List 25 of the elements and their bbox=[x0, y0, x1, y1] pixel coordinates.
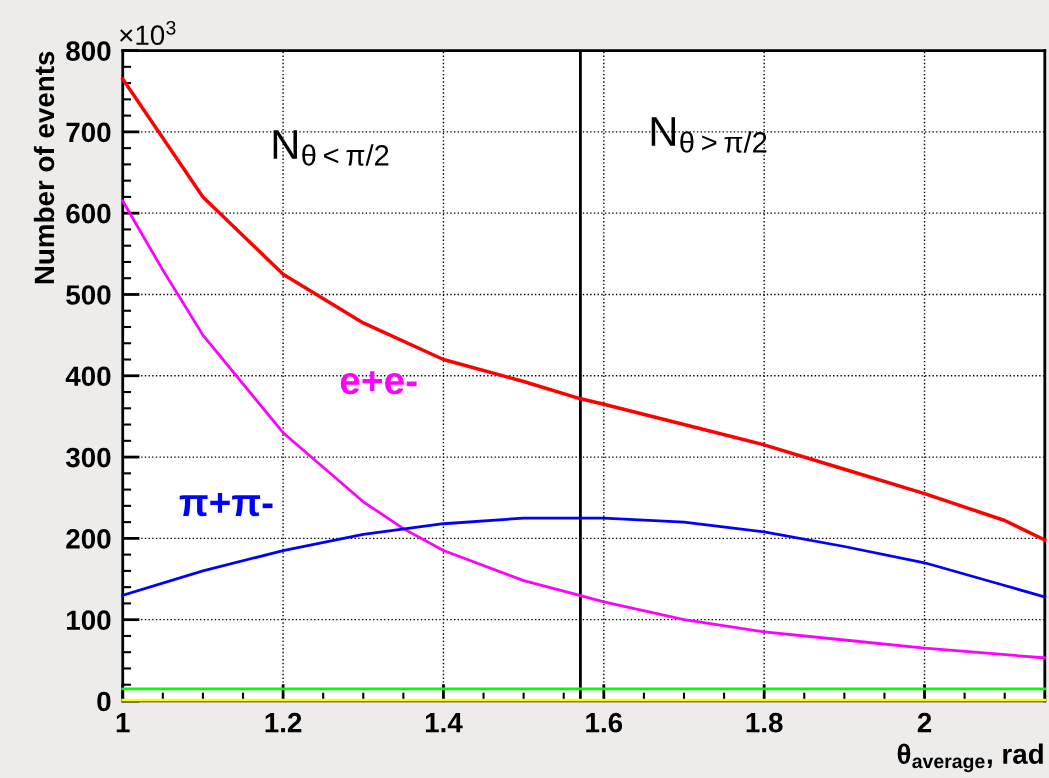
y-tick-label: 100 bbox=[67, 610, 111, 631]
line-series bbox=[121, 516, 1047, 599]
x-axis-title: θ$_{average}$, rad bbox=[897, 743, 1043, 773]
x-tick-label: 1 bbox=[116, 713, 130, 733]
y-tick-label: 300 bbox=[65, 447, 111, 468]
y-tick-label: 500 bbox=[66, 285, 111, 305]
annotation: N$_{θ>π/2}$ bbox=[651, 117, 767, 153]
y-tick-label: 600 bbox=[66, 203, 111, 224]
y-tick-label: 400 bbox=[65, 366, 111, 387]
y-axis-title: Number of events bbox=[33, 51, 55, 284]
y-tick-label: 200 bbox=[66, 529, 111, 549]
annotation: N$_{θ<π/2}$ bbox=[273, 130, 389, 166]
series-label: π+π- bbox=[179, 493, 273, 517]
y-tick-label: 0 bbox=[97, 691, 111, 712]
x-tick-label: 1.4 bbox=[425, 713, 463, 733]
line-series bbox=[120, 77, 1047, 542]
text: ×10$^{3}$ bbox=[120, 20, 176, 46]
line-series bbox=[121, 199, 1047, 660]
series-label: e+e- bbox=[340, 371, 417, 395]
x-tick-label: 2 bbox=[917, 712, 932, 733]
x-tick-label: 1.2 bbox=[265, 712, 302, 733]
y-tick-label: 700 bbox=[66, 122, 111, 143]
x-tick-label: 1.8 bbox=[746, 712, 783, 733]
y-tick-label: 800 bbox=[66, 41, 111, 61]
x-tick-label: 1.6 bbox=[586, 712, 623, 733]
